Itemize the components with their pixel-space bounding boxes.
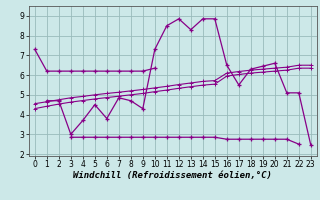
X-axis label: Windchill (Refroidissement éolien,°C): Windchill (Refroidissement éolien,°C) <box>73 171 272 180</box>
